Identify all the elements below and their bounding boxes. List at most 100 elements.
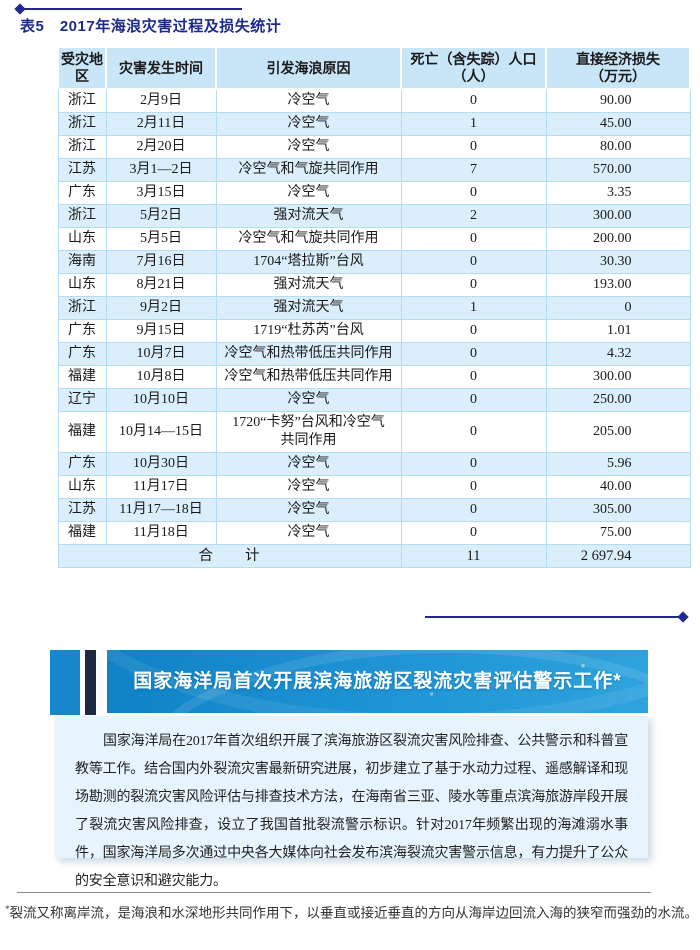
cell-loss: 3.35: [545, 181, 691, 205]
accent-bar-blue: [50, 650, 80, 715]
cell-deaths: 0: [400, 452, 547, 476]
cell-cause: 冷空气和热带低压共同作用: [215, 342, 402, 366]
header-cause: 引发海浪原因: [215, 46, 402, 90]
table-row: 福建 11月18日 冷空气 0 75.00: [57, 521, 691, 545]
cell-loss: 30.30: [545, 250, 691, 274]
cell-region: 广东: [57, 342, 107, 366]
cell-date: 2月9日: [105, 88, 217, 113]
cell-region: 福建: [57, 521, 107, 545]
cell-cause: 冷空气: [215, 521, 402, 545]
infobox-body-text: 国家海洋局在2017年首次组织开展了滨海旅游区裂流灾害风险排查、公共警示和科普宣…: [75, 734, 628, 889]
header-loss: 直接经济损失 （万元）: [545, 46, 691, 90]
total-loss: 2 697.94: [545, 544, 691, 568]
cell-cause: 强对流天气: [215, 273, 402, 297]
cell-cause: 冷空气: [215, 475, 402, 499]
cell-date: 3月15日: [105, 181, 217, 205]
total-row: 合 计 11 2 697.94: [57, 544, 691, 568]
cell-loss: 4.32: [545, 342, 691, 366]
disaster-table: 受灾地区 灾害发生时间 引发海浪原因 死亡（含失踪）人口 （人） 直接经济损失: [57, 46, 691, 568]
table-footer: 合 计 11 2 697.94: [57, 544, 691, 568]
cell-cause: 冷空气: [215, 388, 402, 412]
cell-loss: 0: [545, 296, 691, 320]
cell-cause: 冷空气: [215, 112, 402, 136]
infobox-banner: 国家海洋局首次开展滨海旅游区裂流灾害评估警示工作*: [107, 650, 648, 713]
bottom-divider-line: [425, 611, 689, 623]
table-row: 浙江 2月20日 冷空气 0 80.00: [57, 135, 691, 159]
cell-region: 山东: [57, 273, 107, 297]
cell-cause: 强对流天气: [215, 204, 402, 228]
cell-loss: 250.00: [545, 388, 691, 412]
header-cause-label: 引发海浪原因: [266, 59, 351, 76]
cell-deaths: 0: [400, 411, 547, 453]
cell-deaths: 0: [400, 250, 547, 274]
cell-date: 3月1—2日: [105, 158, 217, 182]
cell-cause: 强对流天气: [215, 296, 402, 320]
header-date-label: 灾害发生时间: [119, 59, 203, 76]
cell-loss: 90.00: [545, 88, 691, 113]
cell-deaths: 0: [400, 88, 547, 113]
cell-cause: 冷空气和气旋共同作用: [215, 227, 402, 251]
cell-region: 山东: [57, 227, 107, 251]
cell-region: 广东: [57, 181, 107, 205]
top-divider-line: [14, 3, 242, 15]
cell-date: 9月15日: [105, 319, 217, 343]
table-row: 山东 5月5日 冷空气和气旋共同作用 0 200.00: [57, 227, 691, 251]
table-body: 浙江 2月9日 冷空气 0 90.00 浙江 2月11日 冷空气 1 45.00 浙江 2月20日 冷空…: [57, 88, 691, 545]
cell-loss: 5.96: [545, 452, 691, 476]
cell-date: 11月18日: [105, 521, 217, 545]
table-row: 浙江 5月2日 强对流天气 2 300.00: [57, 204, 691, 228]
cell-deaths: 0: [400, 342, 547, 366]
cell-region: 江苏: [57, 498, 107, 522]
cell-date: 9月2日: [105, 296, 217, 320]
cell-deaths: 0: [400, 227, 547, 251]
cell-cause: 1704“塔拉斯”台风: [215, 250, 402, 274]
cell-region: 浙江: [57, 112, 107, 136]
cell-deaths: 0: [400, 475, 547, 499]
header-loss-line1: 直接经济损失: [576, 51, 660, 67]
table-row: 广东 9月15日 1719“杜苏芮”台风 0 1.01: [57, 319, 691, 343]
cell-date: 10月8日: [105, 365, 217, 389]
cell-deaths: 0: [400, 521, 547, 545]
table-row: 广东 3月15日 冷空气 0 3.35: [57, 181, 691, 205]
cell-region: 浙江: [57, 135, 107, 159]
cell-loss: 570.00: [545, 158, 691, 182]
cell-region: 浙江: [57, 204, 107, 228]
table-row: 广东 10月7日 冷空气和热带低压共同作用 0 4.32: [57, 342, 691, 366]
header-deaths: 死亡（含失踪）人口 （人）: [400, 46, 547, 90]
diamond-tip-icon: [14, 3, 26, 15]
cell-deaths: 0: [400, 273, 547, 297]
cell-loss: 75.00: [545, 521, 691, 545]
table-row: 浙江 2月9日 冷空气 0 90.00: [57, 88, 691, 113]
footnote-text: 裂流又称离岸流，是海浪和水深地形共同作用下，以垂直或接近垂直的方向从海岸边回流入…: [9, 905, 699, 921]
table-caption: 表5 2017年海浪灾害过程及损失统计: [20, 18, 282, 35]
total-deaths: 11: [400, 544, 547, 568]
table-row: 海南 7月16日 1704“塔拉斯”台风 0 30.30: [57, 250, 691, 274]
cell-region: 浙江: [57, 296, 107, 320]
disaster-table-wrapper: 受灾地区 灾害发生时间 引发海浪原因 死亡（含失踪）人口 （人） 直接经济损失: [57, 46, 691, 568]
cell-date: 2月11日: [105, 112, 217, 136]
cell-deaths: 0: [400, 135, 547, 159]
table-row: 福建 10月8日 冷空气和热带低压共同作用 0 300.00: [57, 365, 691, 389]
header-loss-line2: （万元）: [590, 68, 646, 84]
cell-loss: 80.00: [545, 135, 691, 159]
cell-date: 5月5日: [105, 227, 217, 251]
table-row: 江苏 3月1—2日 冷空气和气旋共同作用 7 570.00: [57, 158, 691, 182]
cell-loss: 305.00: [545, 498, 691, 522]
cell-cause: 冷空气: [215, 452, 402, 476]
header-deaths-line2: （人）: [452, 68, 495, 84]
cell-date: 10月14—15日: [105, 411, 217, 453]
cell-cause: 冷空气和热带低压共同作用: [215, 365, 402, 389]
cell-date: 7月16日: [105, 250, 217, 274]
cell-date: 10月7日: [105, 342, 217, 366]
cell-date: 5月2日: [105, 204, 217, 228]
cell-region: 山东: [57, 475, 107, 499]
infobox-title: 国家海洋局首次开展滨海旅游区裂流灾害评估警示工作*: [133, 671, 622, 692]
cell-deaths: 2: [400, 204, 547, 228]
cell-cause: 1720“卡努”台风和冷空气 共同作用: [215, 411, 402, 453]
cell-deaths: 1: [400, 296, 547, 320]
cell-region: 海南: [57, 250, 107, 274]
footnote-marker: *: [5, 904, 10, 914]
header-region: 受灾地区: [57, 46, 107, 90]
cell-region: 江苏: [57, 158, 107, 182]
